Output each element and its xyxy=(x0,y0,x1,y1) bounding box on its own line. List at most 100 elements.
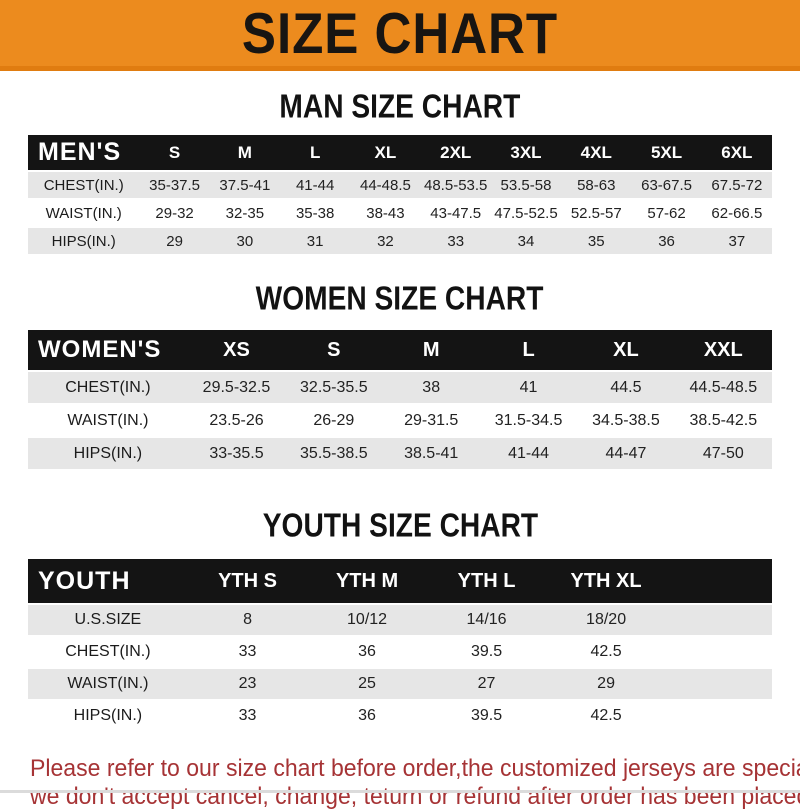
banner-title: SIZE CHART xyxy=(241,0,559,66)
size-column-header: YTH M xyxy=(307,559,427,603)
row-spacer-cell xyxy=(665,667,772,699)
size-cell: 38.5-41 xyxy=(382,436,480,469)
size-column-header: YTH L xyxy=(426,559,547,603)
size-cell: 34.5-38.5 xyxy=(577,403,675,436)
women-size-section: WOMEN SIZE CHART WOMEN'S XS S M L XL XXL CHEST(… xyxy=(0,279,800,469)
size-cell: 29-32 xyxy=(139,198,210,226)
size-table-row: WAIST(IN.) 23.5-26 26-29 29-31.5 31.5-34.5 34… xyxy=(28,403,772,436)
size-cell: 44.5-48.5 xyxy=(674,370,772,403)
size-cell: 32.5-35.5 xyxy=(285,370,383,403)
row-label: CHEST(IN.) xyxy=(28,635,188,667)
size-cell: 38.5-42.5 xyxy=(674,403,772,436)
size-cell: 34 xyxy=(490,226,562,254)
size-cell: 36 xyxy=(307,635,427,667)
size-column-header: XL xyxy=(577,330,675,370)
size-cell: 57-62 xyxy=(631,198,702,226)
table-corner-label: YOUTH xyxy=(28,559,188,603)
row-label: CHEST(IN.) xyxy=(28,370,188,403)
size-column-header: S xyxy=(139,135,210,170)
size-cell: 58-63 xyxy=(561,170,632,198)
men-size-section: MAN SIZE CHART MEN'S S M L XL 2XL 3XL 4XL 5XL 6XL… xyxy=(0,87,800,254)
size-cell: 44.5 xyxy=(577,370,675,403)
size-column-header: YTH XL xyxy=(546,559,666,603)
size-cell: 33 xyxy=(420,226,491,254)
size-cell: 14/16 xyxy=(426,603,547,635)
table-corner-label: WOMEN'S xyxy=(28,330,188,370)
row-label: WAIST(IN.) xyxy=(28,403,188,436)
size-column-header: 4XL xyxy=(561,135,632,170)
size-cell: 36 xyxy=(631,226,702,254)
disclaimer-line-1: Please refer to our size chart before or… xyxy=(30,755,800,782)
youth-size-chart-heading-text: YOUTH SIZE CHART xyxy=(262,506,538,544)
row-label: CHEST(IN.) xyxy=(28,170,140,198)
size-cell: 36 xyxy=(307,699,427,731)
size-cell: 62-66.5 xyxy=(701,198,772,226)
size-table-row: HIPS(IN.) 33 36 39.5 42.5 xyxy=(28,699,772,731)
size-cell: 33-35.5 xyxy=(187,436,286,469)
row-label: U.S.SIZE xyxy=(28,603,188,635)
size-cell: 67.5-72 xyxy=(701,170,772,198)
row-label: WAIST(IN.) xyxy=(28,198,140,226)
size-column-header: 2XL xyxy=(420,135,491,170)
size-cell: 27 xyxy=(426,667,547,699)
size-table-row: HIPS(IN.) 33-35.5 35.5-38.5 38.5-41 41-44 44-… xyxy=(28,436,772,469)
size-table-row: WAIST(IN.) 29-32 32-35 35-38 38-43 43-47.5 47.… xyxy=(28,198,772,226)
size-column-header: L xyxy=(479,330,578,370)
women-size-table: WOMEN'S XS S M L XL XXL CHEST(IN.) 29.5-32.5 32.5… xyxy=(28,330,772,469)
size-table-header-row: WOMEN'S XS S M L XL XXL xyxy=(28,330,772,370)
size-column-header: 5XL xyxy=(631,135,702,170)
size-table-row: CHEST(IN.) 33 36 39.5 42.5 xyxy=(28,635,772,667)
size-cell: 35.5-38.5 xyxy=(285,436,383,469)
size-cell: 29 xyxy=(139,226,210,254)
size-cell: 32-35 xyxy=(209,198,280,226)
size-column-header: XL xyxy=(350,135,421,170)
size-cell: 41-44 xyxy=(280,170,351,198)
row-label: HIPS(IN.) xyxy=(28,226,140,254)
men-size-table: MEN'S S M L XL 2XL 3XL 4XL 5XL 6XL CHEST(IN.) 35-37… xyxy=(28,135,772,254)
size-cell: 37 xyxy=(701,226,772,254)
men-size-chart-heading-text: MAN SIZE CHART xyxy=(279,87,521,125)
size-cell: 25 xyxy=(307,667,427,699)
size-table-row: U.S.SIZE 8 10/12 14/16 18/20 xyxy=(28,603,772,635)
size-cell: 8 xyxy=(187,603,308,635)
size-cell: 37.5-41 xyxy=(209,170,280,198)
size-table-row: CHEST(IN.) 29.5-32.5 32.5-35.5 38 41 44.5 44.5… xyxy=(28,370,772,403)
size-table-row: HIPS(IN.) 29 30 31 32 33 34 35 36 37 xyxy=(28,226,772,254)
row-label: WAIST(IN.) xyxy=(28,667,188,699)
size-cell: 23 xyxy=(187,667,308,699)
size-cell: 33 xyxy=(187,699,308,731)
size-table-row: CHEST(IN.) 35-37.5 37.5-41 41-44 44-48.5 48.5… xyxy=(28,170,772,198)
size-cell: 48.5-53.5 xyxy=(420,170,491,198)
youth-size-table: YOUTH YTH S YTH M YTH L YTH XL U.S.SIZE 8 10/12… xyxy=(28,559,772,731)
row-spacer-cell xyxy=(665,603,772,635)
size-cell: 42.5 xyxy=(546,699,666,731)
youth-size-chart-heading: YOUTH SIZE CHART xyxy=(0,506,800,544)
header-spacer-cell xyxy=(665,559,772,603)
size-cell: 29.5-32.5 xyxy=(187,370,286,403)
size-cell: 47.5-52.5 xyxy=(490,198,562,226)
size-cell: 52.5-57 xyxy=(561,198,632,226)
size-column-header: 3XL xyxy=(490,135,562,170)
size-cell: 29-31.5 xyxy=(382,403,480,436)
size-cell: 38-43 xyxy=(350,198,421,226)
size-cell: 10/12 xyxy=(307,603,427,635)
size-column-header: L xyxy=(280,135,351,170)
size-cell: 31.5-34.5 xyxy=(479,403,578,436)
size-cell: 38 xyxy=(382,370,480,403)
size-cell: 18/20 xyxy=(546,603,666,635)
row-label: HIPS(IN.) xyxy=(28,699,188,731)
size-column-header: 6XL xyxy=(701,135,772,170)
youth-size-section: YOUTH SIZE CHART YOUTH YTH S YTH M YTH L YTH… xyxy=(0,506,800,731)
size-cell: 30 xyxy=(209,226,280,254)
size-cell: 26-29 xyxy=(285,403,383,436)
size-cell: 43-47.5 xyxy=(420,198,491,226)
size-chart-banner: SIZE CHART xyxy=(0,0,800,71)
size-cell: 31 xyxy=(280,226,351,254)
size-cell: 35 xyxy=(561,226,632,254)
size-cell: 23.5-26 xyxy=(187,403,286,436)
size-column-header: S xyxy=(285,330,383,370)
size-table-header-row: MEN'S S M L XL 2XL 3XL 4XL 5XL 6XL xyxy=(28,135,772,170)
women-size-chart-heading: WOMEN SIZE CHART xyxy=(0,279,800,317)
size-cell: 33 xyxy=(187,635,308,667)
size-cell: 44-47 xyxy=(577,436,675,469)
